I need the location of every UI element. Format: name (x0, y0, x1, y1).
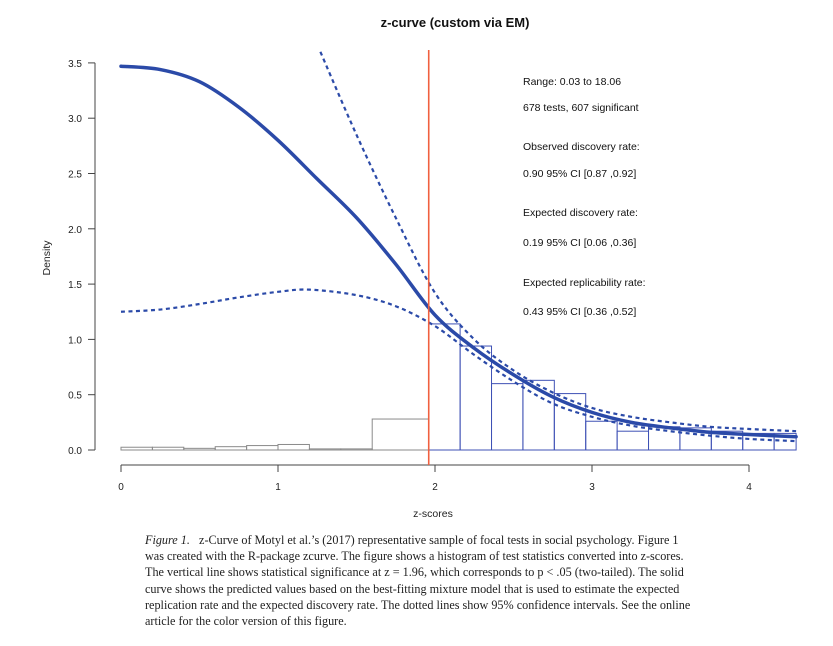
histogram-bar-nonsignificant (371, 418, 430, 451)
histogram-bar-nonsignificant (277, 443, 310, 451)
stats-annotation: 678 tests, 607 significant (523, 102, 639, 114)
x-axis-label: z-scores (413, 508, 453, 520)
y-tick-label: 1.5 (68, 280, 82, 291)
stats-annotation: Observed discovery rate: (523, 141, 640, 153)
caption-line: replication rate and the expected discov… (145, 597, 691, 612)
histogram-bar-significant (585, 420, 618, 451)
caption-line: article for the color version of this fi… (145, 614, 347, 629)
stats-annotation: 0.19 95% CI [0.06 ,0.36] (523, 237, 636, 249)
caption-line: Figure 1. z-Curve of Motyl et al.’s (201… (145, 533, 679, 547)
fitted-density-curve (119, 64, 798, 439)
stats-annotation: 0.43 95% CI [0.36 ,0.52] (523, 306, 636, 318)
caption-line: was created with the R-package zcurve. T… (145, 549, 684, 564)
x-tick-label: 1 (275, 482, 281, 493)
y-tick-label: 3.0 (68, 114, 82, 125)
y-tick-label: 2.5 (68, 170, 82, 181)
histogram-bar-nonsignificant (246, 445, 279, 451)
y-axis-label: Density (41, 240, 53, 276)
y-tick-label: 3.5 (68, 59, 82, 70)
histogram-bar-significant (459, 345, 493, 451)
lower-ci-curve (120, 288, 797, 443)
histogram-bar-significant (553, 393, 587, 451)
y-tick-label: 2.0 (68, 225, 82, 236)
stats-annotation: Expected discovery rate: (523, 207, 638, 219)
caption-line: The vertical line shows statistical sign… (145, 565, 684, 580)
x-tick-label: 0 (118, 482, 124, 493)
chart-title: z-curve (custom via EM) (381, 15, 530, 30)
y-tick-label: 0.0 (68, 446, 82, 457)
caption-line: curve shows the predicted values based o… (145, 581, 680, 596)
histogram-bar-significant (428, 323, 461, 451)
figure-caption: Figure 1. z-Curve of Motyl et al.’s (201… (145, 532, 715, 629)
y-tick-label: 1.0 (68, 335, 82, 346)
x-tick-label: 2 (432, 482, 438, 493)
y-tick-label: 0.5 (68, 391, 82, 402)
x-tick-label: 3 (589, 482, 595, 493)
histogram-bar-significant (616, 430, 650, 451)
caption-label: Figure 1. (145, 533, 190, 547)
histogram-bar-significant (491, 383, 524, 451)
stats-annotation: Expected replicability rate: (523, 277, 646, 289)
stats-annotation: Range: 0.03 to 18.06 (523, 76, 621, 88)
stats-annotation: 0.90 95% CI [0.87 ,0.92] (523, 168, 636, 180)
x-tick-label: 4 (746, 482, 752, 493)
